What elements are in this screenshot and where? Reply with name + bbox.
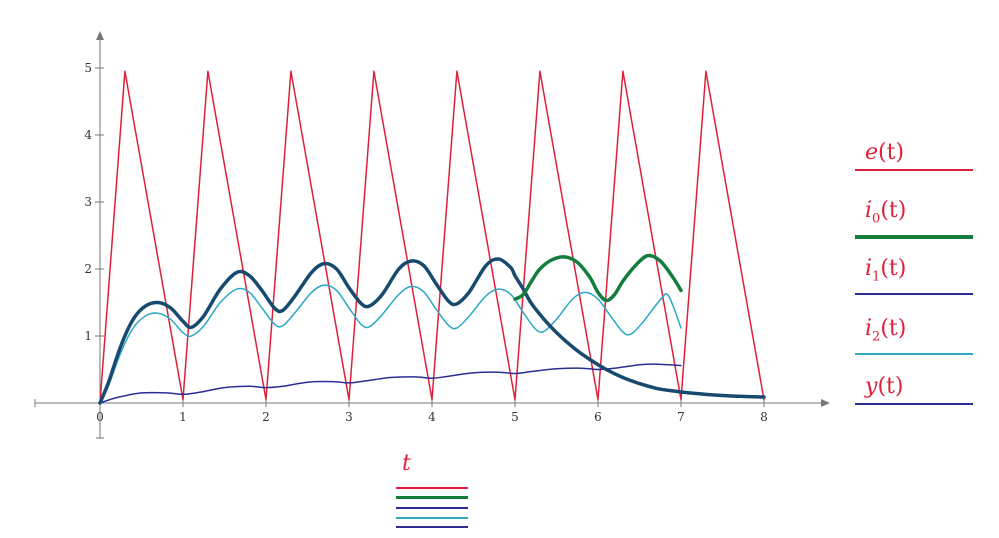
legend-label-subscript: 1 (872, 269, 881, 285)
legend-label: i2(t) (855, 316, 973, 350)
x-trace-swatch (396, 487, 468, 489)
x-tick-label: 3 (345, 410, 353, 424)
x-tick-label: 1 (179, 410, 187, 424)
legend-swatch (855, 353, 973, 356)
legend-label-base: y (865, 374, 878, 399)
legend-label-base: i (865, 256, 873, 281)
x-tick-label: 2 (262, 410, 270, 424)
axes: 0 1 2 3 4 5 6 7 8 1 2 3 4 5 (34, 31, 830, 439)
x-tick-label: 0 (96, 410, 104, 424)
legend-label-argument: (t) (880, 198, 907, 223)
legend-label-subscript: 2 (872, 329, 881, 345)
legend-label-argument: (t) (880, 256, 907, 281)
x-trace-swatch (396, 517, 468, 519)
legend-label: y(t) (855, 374, 973, 400)
legend-label: e(t) (855, 140, 973, 166)
legend-swatch (855, 169, 973, 171)
series-line-y (98, 257, 766, 405)
legend-label-base: i (865, 316, 873, 341)
legend-swatch (855, 235, 973, 240)
series-line-i0 (513, 253, 683, 303)
legend-item: e(t) (855, 140, 973, 171)
legend-label-base: e (865, 140, 879, 165)
legend-label-subscript: 0 (872, 211, 881, 227)
legend-label-base: i (865, 198, 873, 223)
legend-swatch (855, 403, 973, 405)
series-line-i1 (99, 363, 682, 404)
y-tick-label: 3 (84, 195, 92, 209)
x-tick-label: 6 (594, 410, 602, 424)
series-line-e (99, 70, 765, 404)
y-tick-label: 1 (84, 329, 92, 343)
x-axis-arrow (821, 399, 830, 407)
legend-item: i0(t) (855, 198, 973, 240)
series-layer (98, 70, 766, 405)
legend-label: i0(t) (855, 198, 973, 232)
legend-label-argument: (t) (878, 140, 905, 165)
y-tick-label: 4 (84, 128, 92, 142)
x-tick-label: 4 (428, 410, 436, 424)
legend-label: i1(t) (855, 256, 973, 290)
legend-label-argument: (t) (880, 316, 907, 341)
x-trace-swatch (396, 507, 468, 509)
x-axis-variable-label: t (402, 451, 411, 476)
legend-item: i2(t) (855, 316, 973, 356)
x-trace-swatch (396, 496, 468, 499)
y-tick-label: 2 (84, 262, 92, 276)
legend-item: i1(t) (855, 256, 973, 296)
x-tick-label: 7 (677, 410, 685, 424)
x-trace-swatch (396, 526, 468, 528)
y-tick-label: 5 (84, 61, 92, 75)
x-tick-label: 8 (760, 410, 768, 424)
y-axis-arrow (96, 31, 104, 40)
legend-label-argument: (t) (877, 374, 904, 399)
legend-swatch (855, 293, 973, 296)
legend-item: y(t) (855, 374, 973, 405)
x-tick-label: 5 (511, 410, 519, 424)
series-line-i2 (99, 284, 682, 404)
